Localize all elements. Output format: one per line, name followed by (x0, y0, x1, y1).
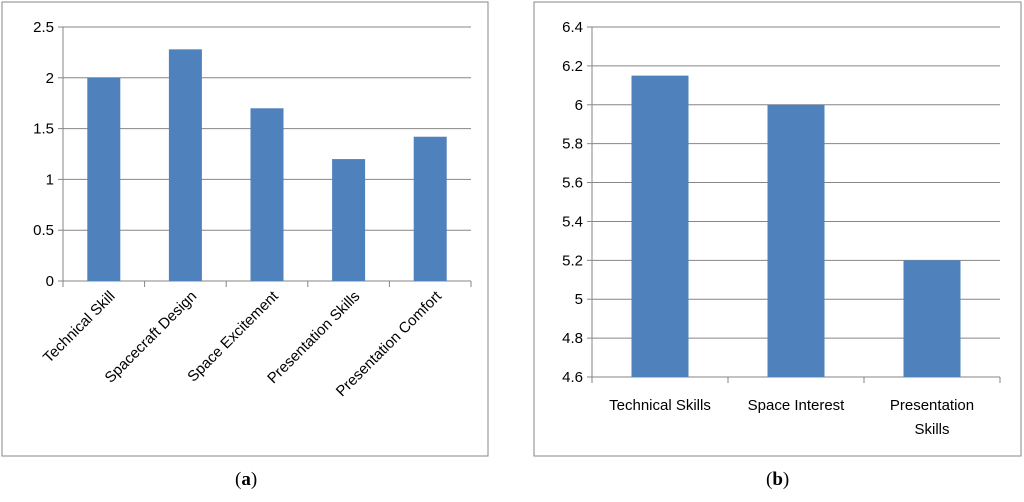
bar (413, 136, 447, 281)
y-tick-label: 0 (46, 273, 54, 290)
bar (168, 49, 202, 281)
y-tick-label: 5.2 (562, 252, 583, 269)
panel-label-a: (a) (235, 469, 258, 490)
panel-label-b: (b) (766, 469, 790, 490)
y-tick-label: 1.5 (33, 121, 54, 138)
y-tick-label: 5.4 (562, 213, 583, 230)
x-category-label: Presentation Skills (890, 397, 974, 438)
bar (250, 108, 284, 281)
y-tick-label: 2.5 (33, 19, 54, 36)
panel-label-a-letter: a (241, 469, 251, 490)
panel-label-b-letter: b (772, 469, 783, 490)
bar (87, 77, 121, 281)
y-tick-label: 0.5 (33, 222, 54, 239)
chart-b: 4.6 4.8 5 5.2 5.4 5.6 5.8 6 6.2 6.4 Technical Skil… (562, 19, 1001, 438)
y-tick-label: 6.2 (562, 58, 583, 75)
y-tick-label: 4.8 (562, 330, 583, 347)
y-tick-label: 6 (575, 97, 583, 114)
bar (631, 75, 689, 377)
y-tick-label: 2 (46, 70, 54, 87)
y-tick-label: 5.6 (562, 175, 583, 192)
bar (903, 260, 961, 377)
y-tick-label: 5.8 (562, 136, 583, 153)
bar (767, 104, 825, 378)
x-category-label: Technical Skills (609, 397, 711, 414)
y-tick-label: 4.6 (562, 369, 583, 386)
y-tick-label: 6.4 (562, 19, 583, 36)
bar (332, 159, 366, 281)
x-category-label: Space Interest (748, 397, 846, 414)
y-tick-label: 1 (46, 171, 54, 188)
y-tick-label: 5 (575, 291, 583, 308)
